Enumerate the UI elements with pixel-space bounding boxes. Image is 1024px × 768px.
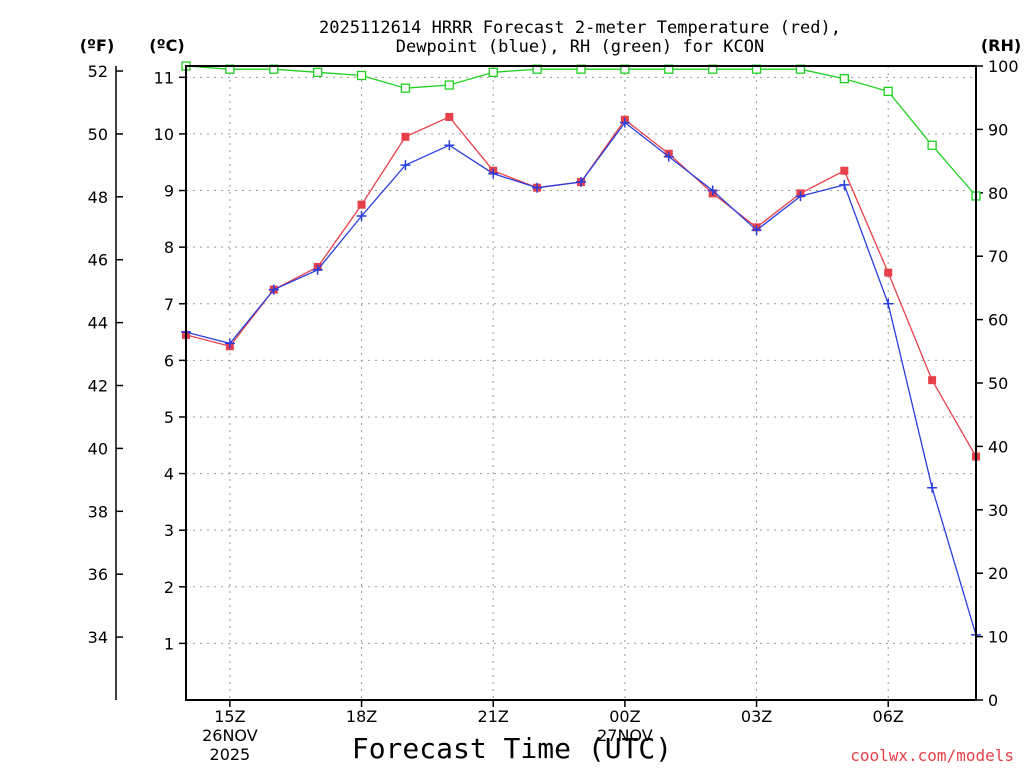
rh-tick-label: 40	[988, 437, 1008, 456]
fahrenheit-axis: 34 36 38 40 42 44 46 48 50 52	[88, 62, 123, 647]
temperature-point	[357, 200, 366, 209]
celsius-tick-label: 11	[154, 68, 174, 87]
dewpoint-point	[444, 140, 455, 151]
dewpoint-point	[532, 182, 543, 193]
chart-title-group: 2025112614 HRRR Forecast 2-meter Tempera…	[319, 18, 841, 57]
fahrenheit-tick-label: 42	[88, 377, 108, 396]
fahrenheit-unit-label: (ºF)	[80, 36, 115, 55]
dewpoint-point	[707, 185, 718, 196]
rh-point	[313, 67, 323, 77]
celsius-tick-label: 5	[164, 408, 174, 427]
celsius-axis: 1 2 3 4 5 6 7 8 9 10 11	[154, 68, 186, 653]
celsius-tick-label: 1	[164, 634, 174, 653]
temperature-point	[928, 376, 937, 385]
time-tick-label: 15Z	[214, 707, 245, 726]
chart-title: 2025112614 HRRR Forecast 2-meter Tempera…	[319, 18, 841, 38]
dewpoint-point	[927, 482, 938, 493]
celsius-tick-label: 6	[164, 351, 174, 370]
rh-point	[488, 67, 498, 77]
temperature-point	[884, 268, 893, 277]
rh-unit-label: (RH)	[981, 36, 1021, 55]
celsius-tick-label: 9	[164, 182, 174, 201]
fahrenheit-tick-label: 34	[88, 628, 108, 647]
fahrenheit-tick-label: 48	[88, 188, 108, 207]
dewpoint-point	[224, 338, 235, 349]
rh-point	[839, 74, 849, 84]
dewpoint-point	[356, 211, 367, 222]
rh-tick-label: 0	[988, 691, 998, 710]
rh-axis: 0 10 20 30 40 50 60 70 80 90 100	[976, 57, 1019, 710]
series-layer	[181, 61, 981, 640]
rh-tick-label: 10	[988, 628, 1008, 647]
celsius-tick-label: 8	[164, 238, 174, 257]
dewpoint-point	[751, 225, 762, 236]
rh-point	[356, 70, 367, 81]
dewpoint-point	[488, 168, 499, 179]
fahrenheit-tick-label: 52	[88, 62, 108, 81]
fahrenheit-tick-label: 40	[88, 439, 108, 458]
time-tick-label: 00Z	[609, 707, 640, 726]
dewpoint-series-line	[185, 121, 977, 636]
dewpoint-point	[576, 177, 586, 188]
chart-subtitle: Dewpoint (blue), RH (green) for KCON	[396, 37, 764, 57]
fahrenheit-tick-label: 46	[88, 251, 108, 270]
x-axis-title: Forecast Time (UTC)	[352, 732, 672, 765]
celsius-tick-label: 2	[164, 578, 174, 597]
rh-tick-label: 100	[988, 57, 1019, 76]
rh-tick-label: 70	[988, 247, 1008, 266]
rh-point	[927, 140, 937, 150]
celsius-unit-label: (ºC)	[149, 36, 184, 55]
date-label: 26NOV	[202, 726, 258, 745]
gridlines	[186, 66, 976, 700]
dewpoint-point	[619, 117, 630, 128]
rh-tick-label: 20	[988, 564, 1008, 583]
celsius-tick-label: 3	[164, 521, 174, 540]
temperature-point	[401, 132, 410, 141]
temperature-point	[840, 166, 849, 175]
time-tick-label: 03Z	[741, 707, 772, 726]
rh-tick-label: 60	[988, 311, 1008, 330]
rh-point	[883, 86, 893, 97]
rh-tick-label: 80	[988, 184, 1008, 203]
rh-tick-label: 30	[988, 501, 1008, 520]
plot-frame	[185, 65, 977, 701]
rh-tick-label: 50	[988, 374, 1008, 393]
fahrenheit-tick-label: 44	[88, 314, 108, 333]
dewpoint-point	[312, 264, 323, 275]
time-tick-label: 06Z	[873, 707, 904, 726]
time-tick-label: 21Z	[478, 707, 509, 726]
fahrenheit-tick-label: 50	[88, 125, 108, 144]
temperature-point	[445, 112, 454, 121]
rh-point	[444, 80, 454, 90]
dewpoint-point	[268, 284, 279, 295]
celsius-tick-label: 10	[154, 125, 174, 144]
rh-point	[400, 83, 411, 93]
date-label: 27NOV	[597, 726, 653, 745]
credit-text: coolwx.com/models	[850, 746, 1014, 765]
dewpoint-point	[795, 191, 806, 202]
celsius-tick-label: 7	[164, 295, 174, 314]
dewpoint-point	[839, 179, 850, 190]
dewpoint-point	[663, 151, 674, 162]
fahrenheit-tick-label: 38	[88, 502, 108, 521]
celsius-tick-label: 4	[164, 465, 174, 484]
rh-tick-label: 90	[988, 120, 1008, 139]
year-label: 2025	[210, 745, 251, 764]
time-tick-label: 18Z	[346, 707, 377, 726]
temperature-series-line	[185, 116, 977, 457]
dewpoint-point	[883, 298, 894, 309]
fahrenheit-tick-label: 36	[88, 565, 108, 584]
dewpoint-point	[400, 160, 411, 171]
rh-series-line	[185, 65, 977, 197]
